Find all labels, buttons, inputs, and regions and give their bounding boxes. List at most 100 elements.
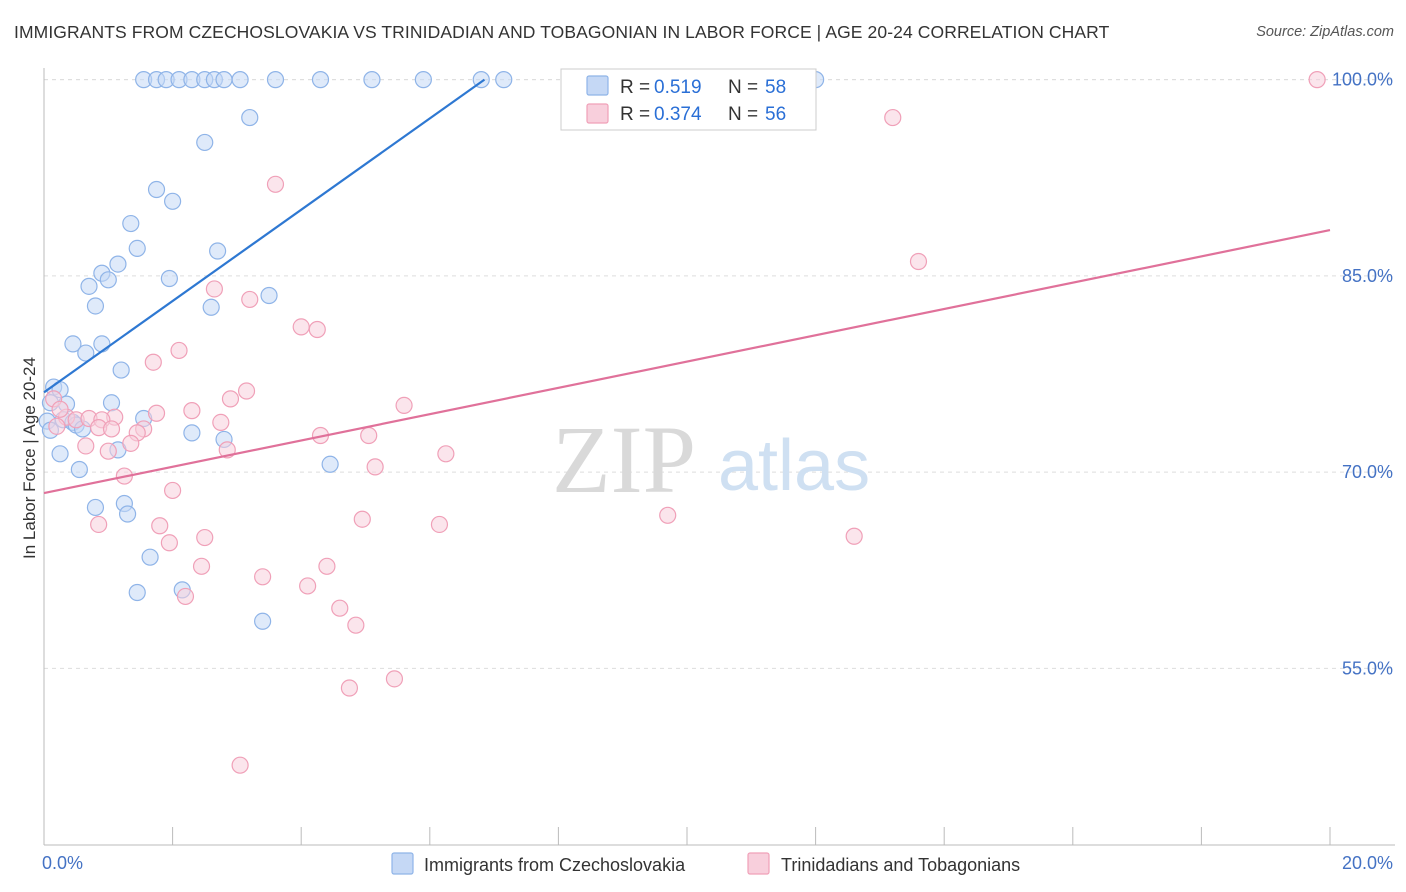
y-tick-labels: 55.0% 70.0% 85.0% 100.0% bbox=[1332, 70, 1393, 679]
czechoslovakia-point-41 bbox=[102, 394, 121, 412]
trinidadian-point-31 bbox=[99, 442, 117, 460]
trinidadian-point-55 bbox=[51, 400, 69, 418]
trinidadian-point-29 bbox=[77, 437, 95, 455]
legend-r-value-2: 0.374 bbox=[654, 104, 702, 125]
trinidadian-point-36 bbox=[659, 506, 677, 524]
czechoslovakia-point-56 bbox=[86, 498, 105, 517]
trinidadian-point-0 bbox=[1308, 71, 1326, 89]
czechoslovakia-point-31 bbox=[86, 297, 105, 315]
grid-lines bbox=[44, 79, 1395, 669]
trinidadian-point-43 bbox=[160, 534, 178, 552]
trinidadian-point-41 bbox=[196, 528, 214, 547]
czechoslovakia-point-35 bbox=[77, 344, 95, 362]
czechoslovakia-point-32 bbox=[202, 298, 220, 316]
trinidadian-point-5 bbox=[241, 290, 259, 309]
czechoslovakia-point-21 bbox=[164, 192, 182, 210]
czechoslovakia-point-36 bbox=[112, 361, 130, 379]
legend-n-value-1: 58 bbox=[765, 77, 786, 98]
trinidadian-point-20 bbox=[212, 413, 230, 432]
legend-swatch-czechoslovakia bbox=[586, 75, 609, 96]
czechoslovakia-point-25 bbox=[109, 255, 127, 273]
axes bbox=[43, 68, 1395, 846]
trinidadian-point-42 bbox=[845, 527, 863, 545]
series-swatch-trinidadian bbox=[747, 852, 770, 875]
trinidadian-point-46 bbox=[254, 568, 272, 586]
trinidadian-point-23 bbox=[102, 420, 121, 438]
series-label-trinidadian: Trinidadians and Tobagonians bbox=[781, 855, 1020, 875]
series-legend: Immigrants from Czechoslovakia Trinidadi… bbox=[391, 852, 1020, 875]
czechoslovakia-point-52 bbox=[51, 445, 69, 463]
legend-r-label-2: R = bbox=[620, 104, 650, 125]
y-tick-label-2: 85.0% bbox=[1342, 266, 1393, 286]
trinidadian-point-53 bbox=[231, 756, 249, 774]
trinidadian-point-6 bbox=[292, 318, 310, 336]
legend-n-value-2: 56 bbox=[765, 104, 786, 125]
trinidadian-point-27 bbox=[360, 426, 378, 445]
series-swatch-czechoslovakia bbox=[391, 852, 414, 875]
trinidadian-point-33 bbox=[366, 458, 384, 476]
czechoslovakia-point-23 bbox=[128, 239, 146, 257]
czechoslovakia-point-10 bbox=[311, 71, 330, 89]
trinidadian-point-48 bbox=[176, 587, 195, 606]
chart-title: IMMIGRANTS FROM CZECHOSLOVAKIA VS TRINID… bbox=[14, 22, 1110, 42]
czechoslovakia-point-27 bbox=[99, 271, 117, 289]
chart-source: Source: ZipAtlas.com bbox=[1256, 24, 1394, 40]
legend-n-label-1: N = bbox=[728, 77, 758, 98]
trinidadian-point-37 bbox=[353, 510, 371, 528]
trinidadian-trend-line bbox=[43, 229, 1331, 495]
czechoslovakia-point-22 bbox=[122, 214, 140, 233]
czechoslovakia-point-57 bbox=[118, 505, 137, 523]
trinidadian-point-28 bbox=[122, 434, 140, 452]
czechoslovakia-point-20 bbox=[147, 180, 166, 199]
legend-n-label-2: N = bbox=[728, 104, 758, 125]
trinidadian-point-3 bbox=[909, 252, 928, 271]
correlation-legend: R = 0.519 N = 58 R = 0.374 N = 56 bbox=[560, 68, 817, 131]
trinidadian-point-44 bbox=[318, 557, 336, 575]
trinidadian-point-13 bbox=[183, 402, 201, 420]
czechoslovakia-point-59 bbox=[128, 583, 146, 602]
legend-r-value-1: 0.519 bbox=[654, 77, 702, 98]
y-tick-label-1: 70.0% bbox=[1342, 462, 1393, 482]
trinidadian-point-39 bbox=[90, 515, 108, 534]
y-tick-label-0: 55.0% bbox=[1342, 658, 1393, 678]
czechoslovakia-point-53 bbox=[70, 460, 88, 479]
trinidadian-point-21 bbox=[48, 417, 66, 435]
trinidadian-point-7 bbox=[308, 320, 326, 339]
czechoslovakia-point-7 bbox=[215, 71, 233, 89]
czechoslovakia-point-61 bbox=[254, 612, 272, 630]
trend-lines bbox=[43, 78, 1331, 495]
y-axis-label: In Labor Force | Age 20-24 bbox=[20, 357, 39, 559]
czechoslovakia-point-12 bbox=[414, 71, 432, 89]
czechoslovakia-point-18 bbox=[241, 108, 259, 127]
trinidadian-point-50 bbox=[347, 616, 365, 634]
x-tick-label-1: 20.0% bbox=[1342, 853, 1393, 873]
czechoslovakia-point-8 bbox=[231, 71, 249, 89]
trinidadian-point-4 bbox=[205, 280, 223, 298]
trinidadian-point-14 bbox=[147, 404, 166, 422]
trinidadian-point-1 bbox=[884, 108, 902, 127]
czechoslovakia-point-30 bbox=[260, 286, 278, 305]
trinidadian-point-52 bbox=[340, 679, 359, 697]
watermark-atlas: atlas bbox=[718, 426, 870, 506]
trinidadian-point-47 bbox=[299, 577, 317, 595]
watermark: ZIP atlas bbox=[552, 406, 870, 513]
czechoslovakia-point-19 bbox=[196, 133, 214, 152]
trinidadian-point-38 bbox=[430, 515, 449, 534]
watermark-zip: ZIP bbox=[552, 406, 696, 513]
trinidadian-point-35 bbox=[164, 481, 182, 500]
trinidadian-point-11 bbox=[221, 390, 240, 408]
czechoslovakia-point-33 bbox=[64, 335, 82, 353]
trinidadian-point-51 bbox=[385, 670, 404, 688]
czechoslovakia-point-48 bbox=[183, 424, 201, 442]
czechoslovakia-point-24 bbox=[209, 242, 227, 260]
trinidadian-point-9 bbox=[144, 353, 162, 371]
trinidadian-point-8 bbox=[170, 341, 188, 360]
trinidadian-point-45 bbox=[192, 557, 211, 575]
x-tick-labels: 0.0% 20.0% bbox=[42, 853, 1393, 873]
trinidadian-point-12 bbox=[395, 396, 413, 414]
x-tick-label-0: 0.0% bbox=[42, 853, 83, 873]
trinidadian-point-49 bbox=[331, 599, 349, 617]
series-label-czechoslovakia: Immigrants from Czechoslovakia bbox=[424, 855, 686, 875]
legend-swatch-trinidadian bbox=[586, 103, 609, 124]
czechoslovakia-trend-line bbox=[43, 78, 486, 394]
